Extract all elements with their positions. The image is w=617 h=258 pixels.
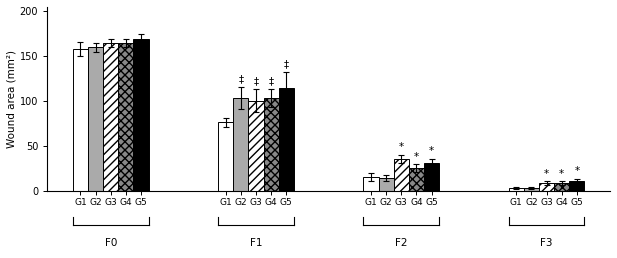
Bar xyxy=(118,43,133,191)
Bar xyxy=(249,101,263,191)
Text: ‡: ‡ xyxy=(254,76,259,86)
Bar xyxy=(424,164,439,191)
Bar xyxy=(508,188,524,191)
Bar xyxy=(569,181,584,191)
Bar xyxy=(394,159,409,191)
Bar xyxy=(279,88,294,191)
Bar xyxy=(539,183,554,191)
Bar xyxy=(554,183,569,191)
Text: F2: F2 xyxy=(395,238,408,247)
Text: ‡: ‡ xyxy=(238,74,244,84)
Text: *: * xyxy=(574,166,579,176)
Y-axis label: Wound area (mm²): Wound area (mm²) xyxy=(7,50,17,148)
Bar xyxy=(88,47,103,191)
Bar xyxy=(103,43,118,191)
Text: F3: F3 xyxy=(540,238,553,247)
Bar xyxy=(524,188,539,191)
Bar xyxy=(263,98,279,191)
Text: *: * xyxy=(414,152,419,162)
Text: *: * xyxy=(559,169,565,179)
Bar xyxy=(218,122,233,191)
Text: *: * xyxy=(544,169,549,179)
Bar xyxy=(133,39,149,191)
Bar xyxy=(363,177,379,191)
Bar xyxy=(73,49,88,191)
Text: F1: F1 xyxy=(250,238,262,247)
Bar xyxy=(409,168,424,191)
Text: ‡: ‡ xyxy=(284,59,289,69)
Text: F0: F0 xyxy=(104,238,117,247)
Text: *: * xyxy=(399,142,404,152)
Bar xyxy=(379,178,394,191)
Text: ‡: ‡ xyxy=(268,76,274,86)
Bar xyxy=(233,98,249,191)
Text: *: * xyxy=(429,146,434,156)
